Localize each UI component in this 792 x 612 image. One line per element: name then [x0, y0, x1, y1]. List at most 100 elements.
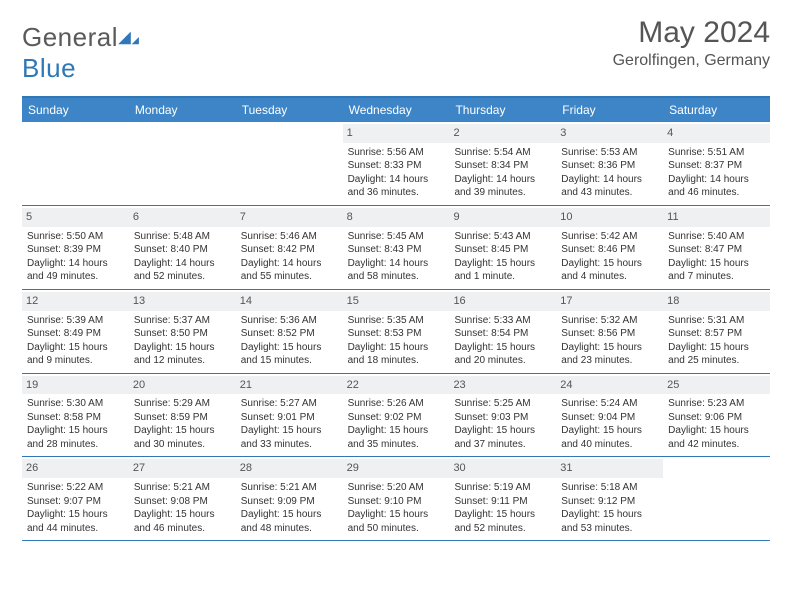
daylight-line: Daylight: 14 hours and 39 minutes. — [454, 173, 551, 200]
sunrise-line: Sunrise: 5:20 AM — [348, 481, 445, 495]
title-block: May 2024 Gerolfingen, Germany — [613, 16, 770, 70]
day-number: 23 — [449, 376, 556, 395]
sunset-line: Sunset: 9:03 PM — [454, 411, 551, 425]
weekday-monday: Monday — [129, 98, 236, 122]
daylight-line: Daylight: 15 hours and 28 minutes. — [27, 424, 124, 451]
sunrise-line: Sunrise: 5:23 AM — [668, 397, 765, 411]
week-row: 1Sunrise: 5:56 AMSunset: 8:33 PMDaylight… — [22, 122, 770, 206]
sunrise-line: Sunrise: 5:31 AM — [668, 314, 765, 328]
day-number: 15 — [343, 292, 450, 311]
sunrise-line: Sunrise: 5:21 AM — [134, 481, 231, 495]
day-cell: 18Sunrise: 5:31 AMSunset: 8:57 PMDayligh… — [663, 290, 770, 373]
daylight-line: Daylight: 14 hours and 58 minutes. — [348, 257, 445, 284]
day-number — [236, 124, 343, 143]
day-number: 25 — [663, 376, 770, 395]
logo: General Blue — [22, 22, 140, 84]
daylight-line: Daylight: 14 hours and 46 minutes. — [668, 173, 765, 200]
day-cell: 25Sunrise: 5:23 AMSunset: 9:06 PMDayligh… — [663, 374, 770, 457]
daylight-line: Daylight: 15 hours and 15 minutes. — [241, 341, 338, 368]
day-empty — [236, 122, 343, 205]
sunrise-line: Sunrise: 5:35 AM — [348, 314, 445, 328]
day-number: 11 — [663, 208, 770, 227]
day-number: 19 — [22, 376, 129, 395]
week-row: 19Sunrise: 5:30 AMSunset: 8:58 PMDayligh… — [22, 374, 770, 458]
day-number: 21 — [236, 376, 343, 395]
daylight-line: Daylight: 14 hours and 43 minutes. — [561, 173, 658, 200]
day-number: 30 — [449, 459, 556, 478]
sunrise-line: Sunrise: 5:30 AM — [27, 397, 124, 411]
daylight-line: Daylight: 15 hours and 33 minutes. — [241, 424, 338, 451]
sunrise-line: Sunrise: 5:50 AM — [27, 230, 124, 244]
day-number: 7 — [236, 208, 343, 227]
day-cell: 22Sunrise: 5:26 AMSunset: 9:02 PMDayligh… — [343, 374, 450, 457]
day-cell: 10Sunrise: 5:42 AMSunset: 8:46 PMDayligh… — [556, 206, 663, 289]
sunset-line: Sunset: 9:06 PM — [668, 411, 765, 425]
day-number: 18 — [663, 292, 770, 311]
day-empty — [22, 122, 129, 205]
day-number — [129, 124, 236, 143]
sunrise-line: Sunrise: 5:29 AM — [134, 397, 231, 411]
daylight-line: Daylight: 15 hours and 20 minutes. — [454, 341, 551, 368]
daylight-line: Daylight: 15 hours and 37 minutes. — [454, 424, 551, 451]
sunrise-line: Sunrise: 5:54 AM — [454, 146, 551, 160]
sunset-line: Sunset: 9:12 PM — [561, 495, 658, 509]
day-cell: 11Sunrise: 5:40 AMSunset: 8:47 PMDayligh… — [663, 206, 770, 289]
daylight-line: Daylight: 15 hours and 23 minutes. — [561, 341, 658, 368]
sunset-line: Sunset: 8:34 PM — [454, 159, 551, 173]
daylight-line: Daylight: 14 hours and 36 minutes. — [348, 173, 445, 200]
sunrise-line: Sunrise: 5:39 AM — [27, 314, 124, 328]
page-title: May 2024 — [613, 16, 770, 50]
day-number: 6 — [129, 208, 236, 227]
daylight-line: Daylight: 15 hours and 48 minutes. — [241, 508, 338, 535]
day-number: 16 — [449, 292, 556, 311]
sunrise-line: Sunrise: 5:42 AM — [561, 230, 658, 244]
daylight-line: Daylight: 15 hours and 46 minutes. — [134, 508, 231, 535]
sunset-line: Sunset: 9:04 PM — [561, 411, 658, 425]
day-cell: 3Sunrise: 5:53 AMSunset: 8:36 PMDaylight… — [556, 122, 663, 205]
sunrise-line: Sunrise: 5:18 AM — [561, 481, 658, 495]
weekday-saturday: Saturday — [663, 98, 770, 122]
day-number: 20 — [129, 376, 236, 395]
sunrise-line: Sunrise: 5:25 AM — [454, 397, 551, 411]
sunset-line: Sunset: 8:45 PM — [454, 243, 551, 257]
day-cell: 19Sunrise: 5:30 AMSunset: 8:58 PMDayligh… — [22, 374, 129, 457]
day-cell: 17Sunrise: 5:32 AMSunset: 8:56 PMDayligh… — [556, 290, 663, 373]
day-number: 29 — [343, 459, 450, 478]
sunset-line: Sunset: 8:52 PM — [241, 327, 338, 341]
sunrise-line: Sunrise: 5:22 AM — [27, 481, 124, 495]
sunrise-line: Sunrise: 5:37 AM — [134, 314, 231, 328]
weekday-thursday: Thursday — [449, 98, 556, 122]
daylight-line: Daylight: 14 hours and 52 minutes. — [134, 257, 231, 284]
day-number: 12 — [22, 292, 129, 311]
day-number: 13 — [129, 292, 236, 311]
sunset-line: Sunset: 8:59 PM — [134, 411, 231, 425]
sunset-line: Sunset: 9:10 PM — [348, 495, 445, 509]
logo-word-blue: Blue — [22, 53, 76, 83]
logo-word-general: General — [22, 22, 118, 52]
sunset-line: Sunset: 8:56 PM — [561, 327, 658, 341]
day-cell: 28Sunrise: 5:21 AMSunset: 9:09 PMDayligh… — [236, 457, 343, 540]
day-cell: 23 Sunrise: 5:25 AMSunset: 9:03 PMDayligh… — [449, 374, 556, 457]
day-cell: 8Sunrise: 5:45 AMSunset: 8:43 PMDaylight… — [343, 206, 450, 289]
calendar: SundayMondayTuesdayWednesdayThursdayFrid… — [22, 96, 770, 541]
day-cell: 16Sunrise: 5:33 AMSunset: 8:54 PMDayligh… — [449, 290, 556, 373]
day-empty — [129, 122, 236, 205]
daylight-line: Daylight: 15 hours and 9 minutes. — [27, 341, 124, 368]
page-subtitle: Gerolfingen, Germany — [613, 52, 770, 70]
sunset-line: Sunset: 8:49 PM — [27, 327, 124, 341]
day-cell: 2Sunrise: 5:54 AMSunset: 8:34 PMDaylight… — [449, 122, 556, 205]
day-cell: 15Sunrise: 5:35 AMSunset: 8:53 PMDayligh… — [343, 290, 450, 373]
sunrise-line: Sunrise: 5:48 AM — [134, 230, 231, 244]
sunrise-line: Sunrise: 5:21 AM — [241, 481, 338, 495]
day-cell: 27Sunrise: 5:21 AMSunset: 9:08 PMDayligh… — [129, 457, 236, 540]
daylight-line: Daylight: 14 hours and 55 minutes. — [241, 257, 338, 284]
daylight-line: Daylight: 15 hours and 52 minutes. — [454, 508, 551, 535]
day-number: 5 — [22, 208, 129, 227]
day-number — [22, 124, 129, 143]
logo-text: General Blue — [22, 22, 140, 84]
sunset-line: Sunset: 8:50 PM — [134, 327, 231, 341]
daylight-line: Daylight: 15 hours and 50 minutes. — [348, 508, 445, 535]
sunrise-line: Sunrise: 5:46 AM — [241, 230, 338, 244]
daylight-line: Daylight: 15 hours and 44 minutes. — [27, 508, 124, 535]
sunrise-line: Sunrise: 5:33 AM — [454, 314, 551, 328]
